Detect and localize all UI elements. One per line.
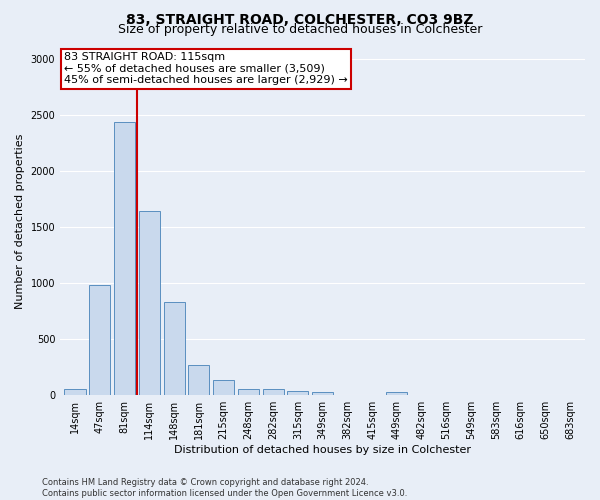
- Bar: [287, 390, 308, 395]
- Bar: [188, 365, 209, 395]
- Y-axis label: Number of detached properties: Number of detached properties: [15, 134, 25, 309]
- Bar: [386, 392, 407, 395]
- Bar: [114, 122, 135, 395]
- X-axis label: Distribution of detached houses by size in Colchester: Distribution of detached houses by size …: [174, 445, 471, 455]
- Text: Contains HM Land Registry data © Crown copyright and database right 2024.
Contai: Contains HM Land Registry data © Crown c…: [42, 478, 407, 498]
- Bar: [238, 389, 259, 395]
- Text: 83 STRAIGHT ROAD: 115sqm
← 55% of detached houses are smaller (3,509)
45% of sem: 83 STRAIGHT ROAD: 115sqm ← 55% of detach…: [64, 52, 347, 85]
- Bar: [164, 302, 185, 395]
- Text: Size of property relative to detached houses in Colchester: Size of property relative to detached ho…: [118, 22, 482, 36]
- Bar: [263, 389, 284, 395]
- Bar: [64, 389, 86, 395]
- Text: 83, STRAIGHT ROAD, COLCHESTER, CO3 9BZ: 83, STRAIGHT ROAD, COLCHESTER, CO3 9BZ: [126, 12, 474, 26]
- Bar: [312, 392, 333, 395]
- Bar: [89, 284, 110, 395]
- Bar: [139, 212, 160, 395]
- Bar: [213, 380, 234, 395]
